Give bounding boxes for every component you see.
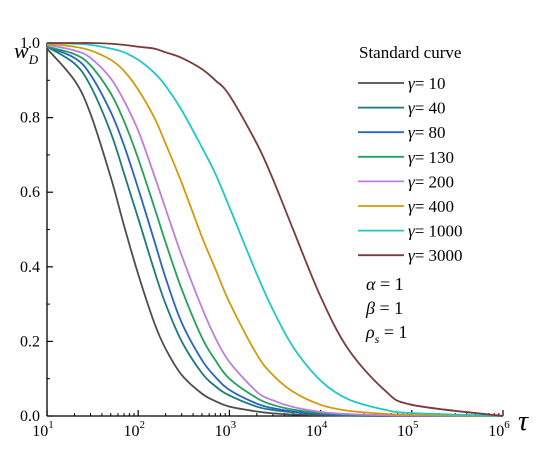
x-tick-label: 101 — [32, 419, 54, 440]
x-tick-label: 103 — [215, 419, 237, 440]
series-line-5 — [46, 42, 504, 417]
y-axis-ticks: 0.0 0.2 0.4 0.6 0.8 1.0 — [20, 35, 53, 425]
series-layer — [46, 42, 504, 417]
legend-entry: γ= 200 — [408, 172, 454, 191]
x-axis-label: τ — [518, 406, 529, 437]
parameter-label: β = 1 — [365, 298, 403, 318]
legend-entry: γ= 40 — [408, 99, 446, 118]
x-tick-label: 104 — [306, 419, 328, 440]
y-tick-label: 0.8 — [20, 110, 40, 127]
parameter-labels: α = 1 β = 1 ρs = 1 — [365, 274, 407, 346]
parameter-label: ρs = 1 — [365, 322, 407, 346]
x-tick-label: 106 — [488, 419, 510, 440]
legend-entry: γ= 130 — [408, 148, 454, 167]
y-tick-label: 0.0 — [20, 408, 40, 425]
y-tick-label: 0.4 — [20, 259, 40, 276]
series-line-7 — [46, 42, 504, 417]
x-axis-ticks: 101 102 103 104 105 106 — [32, 410, 510, 440]
legend-entry: γ= 3000 — [408, 246, 463, 265]
legend-title: Standard curve — [359, 43, 461, 62]
series-line-4 — [46, 43, 504, 417]
x-tick-label: 102 — [123, 419, 145, 440]
y-tick-label: 0.2 — [20, 333, 40, 350]
y-tick-label: 0.6 — [20, 184, 40, 201]
legend-entry: γ= 80 — [408, 123, 446, 142]
legend: Standard curve γ= 10 γ= 40 γ= 80 γ= 130 γ= 20… — [358, 43, 463, 265]
legend-entry: γ= 1000 — [408, 222, 463, 241]
y-axis-label: wD — [14, 38, 39, 67]
parameter-label: α = 1 — [366, 274, 404, 294]
y-tick-label: 1.0 — [20, 35, 40, 52]
legend-entry: γ= 10 — [408, 74, 446, 93]
series-line-6 — [46, 42, 504, 417]
x-tick-label: 105 — [397, 419, 419, 440]
legend-entry: γ= 400 — [408, 197, 454, 216]
